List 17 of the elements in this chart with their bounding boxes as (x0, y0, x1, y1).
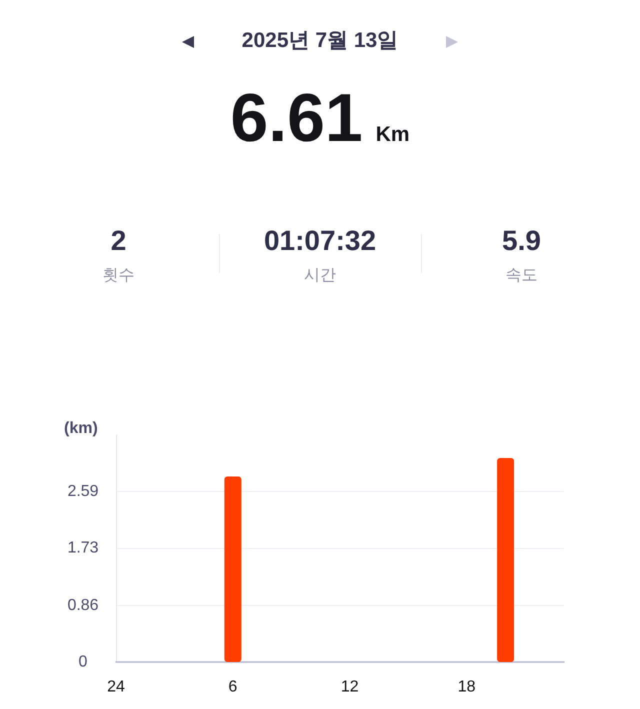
y-tick-label: 1.73 (67, 540, 99, 557)
x-tick-label: 6 (228, 678, 238, 696)
chart-title: 2025년 7월 13일 (240, 29, 400, 53)
text: 01:07:32 (262, 225, 378, 256)
x-tick-label: 24 (107, 678, 125, 696)
x-tick-label: 18 (458, 678, 476, 696)
text: 2 (110, 225, 128, 256)
x-tick-label: 12 (340, 678, 359, 696)
y-axis-title: (km) (64, 419, 98, 439)
text: 횟수 (102, 267, 136, 285)
text: 5.9 (501, 225, 542, 256)
text: 속도 (504, 267, 538, 285)
y-tick-label: 0 (78, 654, 88, 670)
y-tick-label: 0.86 (67, 596, 99, 614)
text: 시간 (303, 267, 337, 285)
y-tick-label: 2.59 (67, 483, 99, 500)
chart-subtitle: 6.61 Km (230, 80, 410, 156)
